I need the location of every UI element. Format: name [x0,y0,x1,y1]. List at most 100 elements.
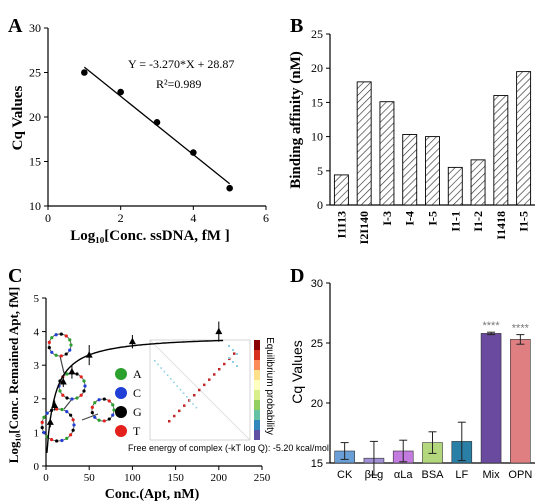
dot-plot-cell [213,373,216,376]
structure-base [69,343,73,347]
panel-d-category-label: OPN [508,469,532,481]
panel-a-ylabel: Cq Values [10,86,26,151]
structure-base [71,418,75,422]
structure-base [72,423,76,427]
panel-c-marks [46,321,224,453]
colorbar-segment [254,360,260,370]
colorbar-segment [254,400,260,410]
panel-c-axes: 0 50 100 150 200 250 0 1 2 3 4 5 [34,293,271,484]
panel-d-significance-mark: **** [512,323,530,335]
dot-plot-cell [228,357,230,359]
colorbar-segment [254,420,260,430]
equilibrium-colorbar [254,340,260,440]
dot-plot-cell [232,361,234,363]
structure-base [79,393,83,397]
panel-a-r2: R²=0.989 [156,77,201,91]
dot-plot-cell [166,374,169,376]
panel-b-ytick-label: 20 [311,61,323,75]
panel-c-point [85,351,93,358]
panel-a-ytick-label: 30 [29,21,41,35]
panel-d-category-label: CK [337,469,353,481]
dot-plot-cell [182,392,185,394]
panel-d-category-label: BSA [421,469,444,481]
legend-swatch-t [115,425,127,437]
panel-d-category-label: LF [455,469,468,481]
structure-base [90,405,94,409]
panel-a-ytick-label: 10 [29,199,41,213]
legend-swatch-c [115,387,127,399]
structure-base [64,334,68,338]
legend-label-t: T [133,424,141,438]
dot-plot-cell [168,420,171,423]
panel-c-xtick-label: 200 [211,472,228,484]
panel-a-xtick-label: 2 [118,211,124,225]
panel-d-category-label: βLg [365,469,384,481]
panel-b-bar [493,95,509,206]
panel-d-category-label: αLa [394,469,413,481]
panel-c-xtick-label: 100 [124,472,141,484]
structure-base [111,403,115,407]
structure-base [83,384,87,388]
dot-plot-cell [160,367,162,369]
structure-base [102,419,106,423]
panel-a-marks [81,66,233,192]
structure-base [79,375,83,379]
panel-b-marks: I1I13 I2I140 I-3 I-4 I-5 I1-1 I1-2 I1418 I1-5 [333,71,532,244]
panel-a-equation: Y = -3.270*X + 28.87 [128,57,234,71]
structure-base [75,396,79,400]
panel-c-point [51,401,59,409]
panel-c-point [128,337,136,345]
structure-base [97,398,101,402]
panel-a-point [226,184,233,192]
structure-base [111,413,115,417]
structure-base [50,350,54,354]
panel-a-axes: 0 2 4 6 10 15 20 25 30 [29,21,269,225]
panel-c-point [215,327,223,335]
panel-c-xtick-label: 50 [84,472,96,484]
panel-d-significance-mark: **** [483,320,501,332]
panel-a-ytick-label: 25 [29,66,41,80]
structure-base [75,372,79,376]
colorbar-segment [254,410,260,420]
panel-b-bar [516,71,532,206]
panel-a-ytick-label: 20 [29,110,41,124]
panel-c: C 0 50 100 150 200 250 0 1 2 3 4 5 Equilibrium prob… [6,265,329,502]
structure-base [102,397,106,401]
structure-base [47,340,51,344]
panel-c-xtick-label: 150 [167,472,184,484]
structure-base [65,436,69,440]
dot-plot-cell [236,365,238,367]
panel-b-ylabel: Binding affinity (nM) [288,51,304,189]
structure-base [60,407,64,412]
panel-d: D 15 20 25 30 CK βLg αLa BSA LF Mix **** OPN **** C… [289,265,535,481]
colorbar-segment [254,430,260,440]
panel-c-fit-curve [46,339,224,453]
dot-plot-cell [183,404,186,407]
colorbar-segment [254,390,260,400]
panel-b-bar [425,136,440,206]
structure-base [65,396,69,400]
panel-d-bar [480,333,502,464]
structure-base [107,417,111,421]
panel-b-bar [447,166,463,206]
panel-c-ytick-label: 1 [34,427,40,439]
panel-c-xtick-label: 0 [43,472,49,484]
dot-plot-cell [186,396,188,398]
panel-c-letter: C [8,265,22,287]
structure-base [45,411,49,415]
panel-b-letter: B [290,15,303,37]
panel-b-bar [333,174,349,206]
colorbar-segment [254,370,260,380]
panel-a-point [81,69,88,76]
panel-b-ytick-label: 5 [317,164,323,178]
panel-b-category-label: I1-1 [448,211,462,232]
legend-label-c: C [133,386,141,400]
structure-base [71,428,75,432]
dot-plot-cell [173,381,175,384]
dot-plot-cell [218,368,221,371]
panel-a-point [117,88,124,96]
colorbar-segment [254,340,260,350]
panel-b-category-label: I-3 [380,211,394,226]
legend-swatch-a [115,368,127,380]
